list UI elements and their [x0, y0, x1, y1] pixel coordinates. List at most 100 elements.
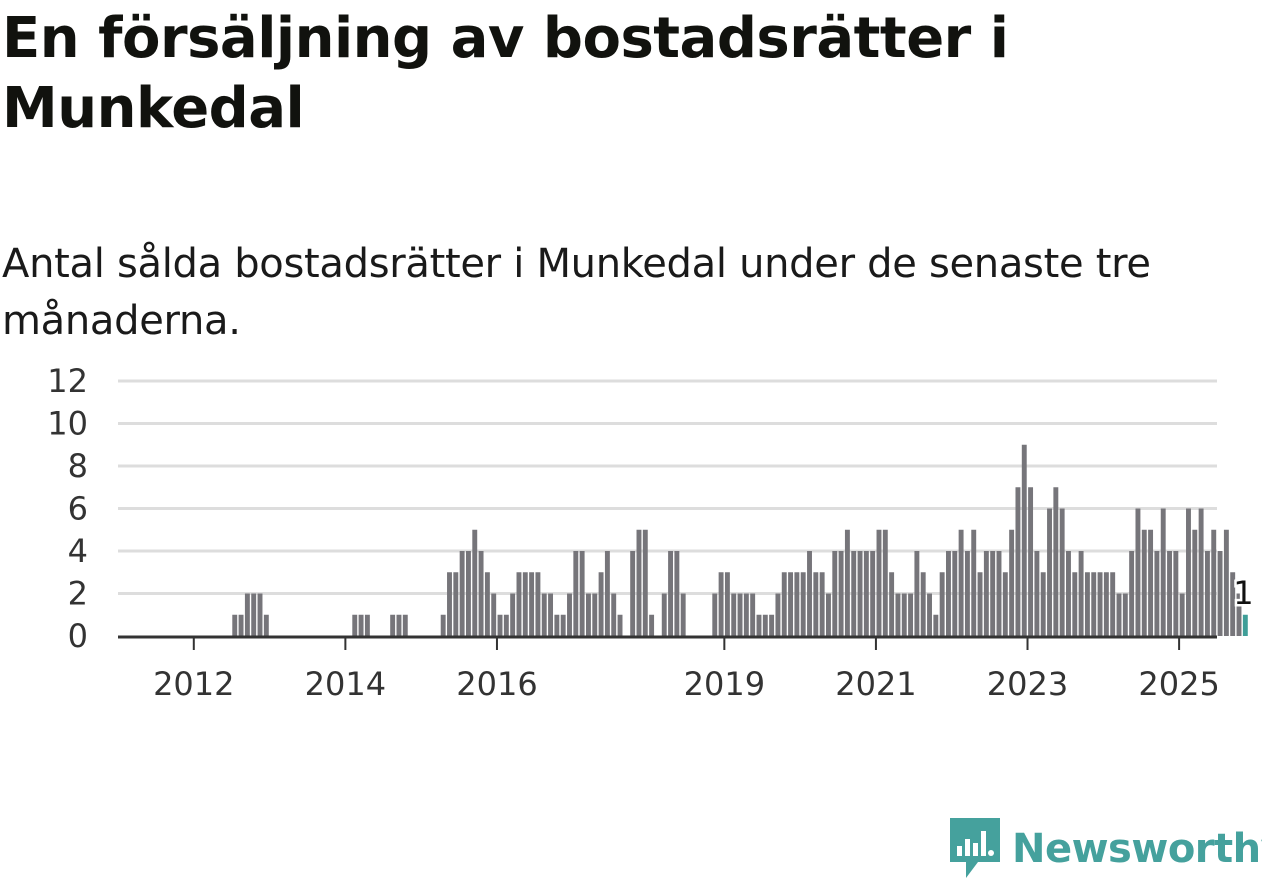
bar [983, 551, 989, 636]
bar [1066, 551, 1071, 636]
bar [813, 572, 819, 636]
bar [244, 593, 250, 636]
bar [503, 614, 509, 636]
bar [844, 529, 850, 636]
bar [263, 614, 269, 636]
bar [996, 551, 1002, 636]
bar [914, 551, 920, 636]
bar [775, 593, 781, 636]
bar [857, 551, 863, 636]
bar [491, 593, 497, 636]
brand-name: Newsworthy [1012, 826, 1262, 872]
bar [1167, 551, 1172, 636]
bar [1015, 487, 1021, 636]
bar [769, 614, 775, 636]
bar [497, 614, 503, 636]
bar [712, 593, 718, 636]
bar [933, 614, 939, 636]
bar [1059, 508, 1065, 636]
bar [1186, 508, 1191, 636]
bar [908, 593, 914, 636]
bar [472, 529, 478, 636]
bar [585, 593, 591, 636]
bar [548, 593, 554, 636]
bar [851, 551, 857, 636]
bar [737, 593, 743, 636]
bar [560, 614, 566, 636]
bar [484, 572, 490, 636]
bar [901, 593, 907, 636]
bar [516, 572, 522, 636]
bar [396, 614, 402, 636]
bar [1009, 529, 1015, 636]
x-tick-label: 2019 [684, 665, 765, 703]
bar [990, 551, 996, 636]
x-tick-label: 2021 [835, 665, 916, 703]
bar [718, 572, 724, 636]
bar [1078, 551, 1084, 636]
bar [1211, 529, 1217, 636]
y-tick-label: 0 [68, 617, 88, 655]
bar [863, 551, 869, 636]
y-tick-label: 10 [47, 405, 88, 443]
bar [1097, 572, 1103, 636]
y-tick-label: 2 [68, 575, 88, 613]
bar [529, 572, 535, 636]
bar [876, 529, 882, 636]
bar [1192, 529, 1198, 636]
bar [1053, 487, 1059, 636]
x-tick-label: 2025 [1138, 665, 1219, 703]
y-tick-label: 8 [68, 447, 88, 485]
bar [592, 593, 598, 636]
bar [440, 614, 446, 636]
bar [649, 614, 655, 636]
bar [1141, 529, 1147, 636]
bar [838, 551, 844, 636]
bar [522, 572, 528, 636]
bar [1223, 529, 1229, 636]
bar [1047, 508, 1052, 636]
highlight-value-label: 1 [1233, 574, 1253, 612]
bar [617, 614, 623, 636]
bar [1021, 444, 1027, 636]
chart-title: En försäljning av bostadsrätter i Munked… [2, 6, 1009, 141]
x-tick-label: 2016 [456, 665, 537, 703]
bar [1103, 572, 1109, 636]
bar-chart: 0 2 4 6 8 10 12 2012 2014 2016 2019 2021 2023 2025 1 [47, 362, 1256, 703]
bar [826, 593, 831, 636]
bar [743, 593, 749, 636]
bar [604, 551, 610, 636]
bar [1217, 551, 1223, 636]
bar [1154, 551, 1160, 636]
bar [1040, 572, 1046, 636]
bar [1110, 572, 1116, 636]
bar [807, 551, 812, 636]
bar [668, 551, 674, 636]
bar [819, 572, 825, 636]
bar [870, 551, 876, 636]
bar [390, 614, 396, 636]
bar [1116, 593, 1122, 636]
bar [680, 593, 686, 636]
bar [510, 593, 516, 636]
bar [964, 551, 970, 636]
y-tick-label: 4 [68, 532, 88, 570]
bar [939, 572, 945, 636]
bar [971, 529, 977, 636]
bar [598, 572, 604, 636]
bar [781, 572, 787, 636]
bar [1135, 508, 1141, 636]
y-axis-ticks: 0 2 4 6 8 10 12 [47, 362, 88, 655]
bar [453, 572, 459, 636]
newsworthy-logo: Newsworthy [950, 818, 1262, 880]
bar [762, 614, 768, 636]
bar [1129, 551, 1135, 636]
bar [358, 614, 364, 636]
bar [364, 614, 370, 636]
bar [1091, 572, 1097, 636]
bar [895, 593, 901, 636]
bar [889, 572, 895, 636]
bar [958, 529, 964, 636]
x-tick-label: 2014 [305, 665, 386, 703]
x-tick-label: 2012 [153, 665, 234, 703]
